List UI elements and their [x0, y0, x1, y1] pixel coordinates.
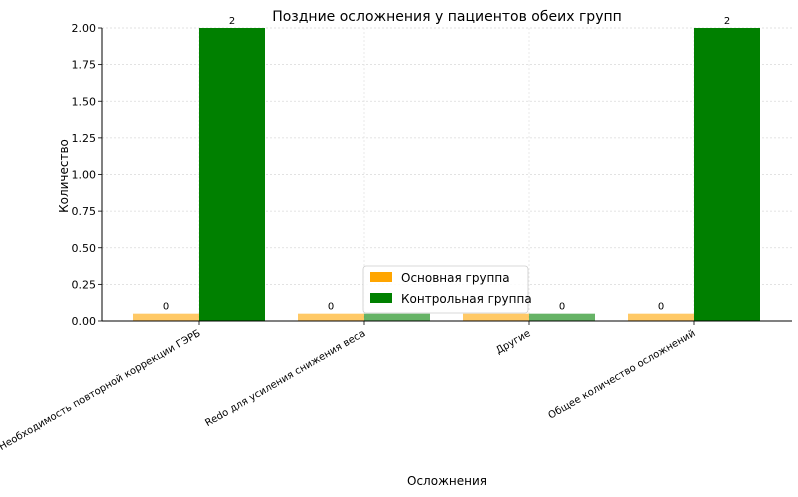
- axes: [98, 27, 792, 325]
- y-axis-title: Количество: [57, 139, 71, 213]
- data-label: 0: [328, 302, 334, 313]
- bar: [529, 313, 595, 321]
- data-label: 0: [559, 302, 565, 313]
- legend-box: [362, 265, 529, 314]
- y-tick-label: 2.00: [72, 22, 97, 35]
- x-tick-label: Необходимость повторной коррекции ГЭРБ: [0, 328, 203, 453]
- bars: [133, 28, 760, 321]
- bar: [298, 313, 364, 321]
- y-tick-label: 0.25: [72, 278, 97, 291]
- legend-label: Основная группа: [401, 271, 510, 285]
- x-tick-label: Общее количество осложнений: [547, 328, 698, 421]
- legend: Основная группа Контрольная группа: [362, 265, 532, 314]
- bar: [364, 313, 430, 321]
- y-tick-label: 1.50: [72, 95, 97, 108]
- legend-label: Контрольная группа: [401, 292, 532, 306]
- bar: [694, 28, 760, 321]
- legend-swatch: [370, 272, 392, 282]
- labels: 0.00 0.25 0.50 0.75 1.00 1.25 1.50 1.75 2.00 0 0 0 2…: [0, 16, 730, 453]
- bar: [463, 313, 529, 321]
- x-tick-label: Redo для усиления снижения веса: [203, 328, 367, 429]
- bar: [628, 313, 694, 321]
- bar: [133, 313, 199, 321]
- y-tick-label: 1.25: [72, 132, 97, 145]
- legend-swatch: [370, 293, 392, 303]
- y-tick-label: 1.75: [72, 59, 97, 72]
- y-tick-label: 1.00: [72, 169, 97, 182]
- data-label: 0: [163, 302, 169, 313]
- y-tick-label: 0.50: [72, 242, 97, 255]
- data-label: 2: [724, 16, 730, 27]
- x-axis-title: Осложнения: [407, 474, 487, 488]
- chart-title: Поздние осложнения у пациентов обеих гру…: [272, 9, 622, 25]
- y-tick-label: 0.75: [72, 205, 97, 218]
- x-tick-label: Другие: [494, 328, 532, 357]
- data-label: 0: [658, 302, 664, 313]
- bar: [199, 28, 265, 321]
- y-tick-label: 0.00: [72, 315, 97, 328]
- data-label: 2: [229, 16, 235, 27]
